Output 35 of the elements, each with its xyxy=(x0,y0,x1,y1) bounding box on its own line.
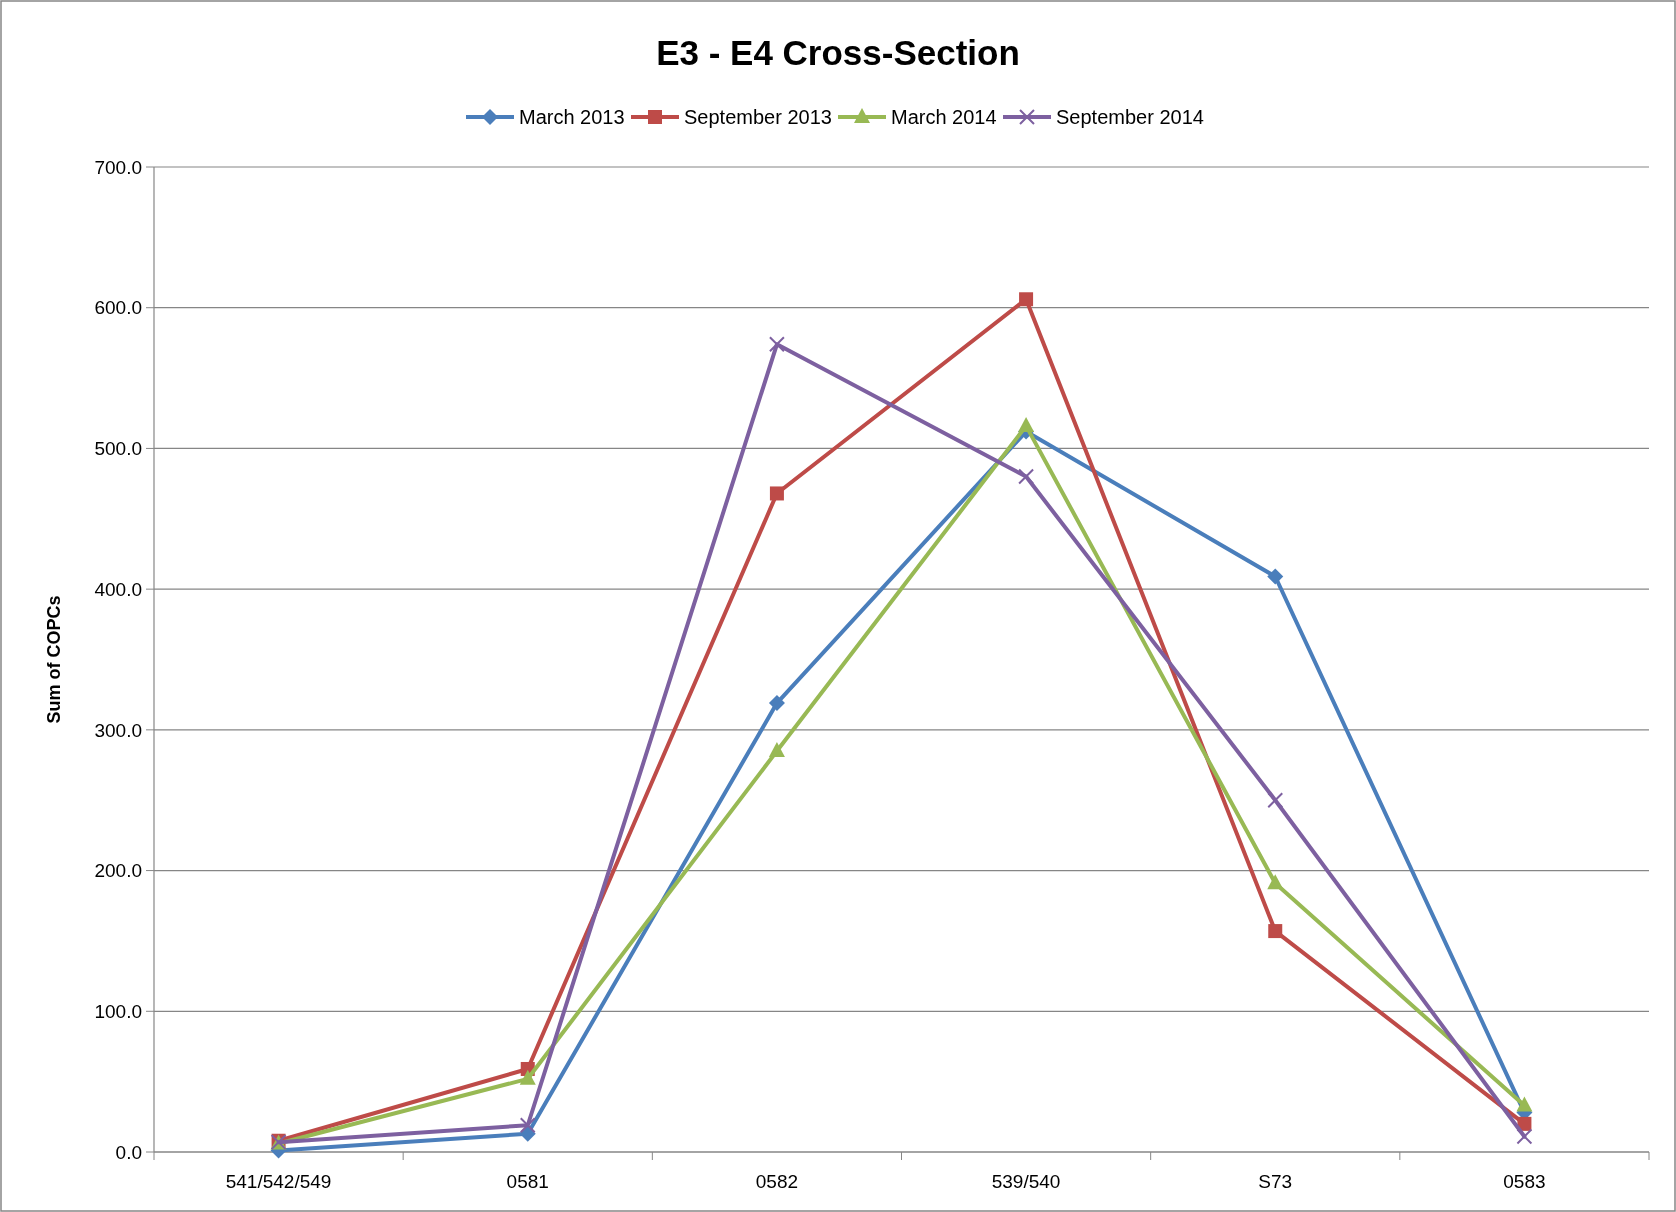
chart-title: E3 - E4 Cross-Section xyxy=(656,33,1020,72)
point xyxy=(1018,468,1035,485)
legend-label: September 2014 xyxy=(1056,106,1204,128)
y-tick-label: 0.0 xyxy=(115,1141,142,1163)
point xyxy=(519,1069,536,1085)
x-tick-label: 0583 xyxy=(1503,1171,1546,1192)
y-tick-label: 400.0 xyxy=(94,578,142,600)
point xyxy=(1267,568,1284,585)
x-tick-label: S73 xyxy=(1258,1171,1293,1192)
point xyxy=(1019,292,1034,307)
point xyxy=(1267,874,1284,890)
legend-label: March 2014 xyxy=(891,106,997,128)
point xyxy=(1268,924,1283,939)
point xyxy=(768,695,785,712)
x-tick-label: 0581 xyxy=(506,1171,549,1192)
point xyxy=(1516,1096,1533,1112)
point xyxy=(1516,1128,1533,1145)
y-tick-label: 100.0 xyxy=(94,1000,142,1022)
y-tick-label: 600.0 xyxy=(94,297,142,319)
y-tick-label: 300.0 xyxy=(94,719,142,741)
legend-label: March 2013 xyxy=(519,106,625,128)
point xyxy=(768,741,785,757)
y-tick-label: 500.0 xyxy=(94,438,142,460)
point xyxy=(519,1117,536,1134)
point xyxy=(768,336,785,353)
point xyxy=(1267,792,1284,809)
y-tick-label: 200.0 xyxy=(94,860,142,882)
point xyxy=(1018,416,1035,432)
point xyxy=(769,486,784,501)
legend-label: September 2013 xyxy=(684,106,832,128)
x-tick-label: 539/540 xyxy=(991,1171,1061,1192)
x-tick-label: 0582 xyxy=(755,1171,799,1192)
y-tick-label: 700.0 xyxy=(94,156,142,178)
y-axis-title: Sum of COPCs xyxy=(44,595,64,724)
x-tick-label: 541/542/549 xyxy=(225,1171,332,1192)
